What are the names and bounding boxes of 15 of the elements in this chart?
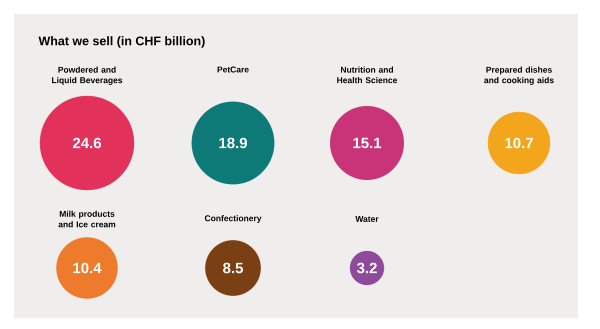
data-label: 18.9 [219,138,247,148]
data-label: 8.5 [223,262,243,274]
category-label: Nutrition and Health Science [337,66,398,84]
category-label: PetCare [218,66,249,73]
data-label: 3.2 [356,262,377,274]
category-label: Prepared dishes and cooking aids [484,66,554,85]
data-label: 10.7 [505,138,533,148]
text: What we sell (in CHF billion) [38,36,205,48]
data-label: 24.6 [72,138,101,148]
category-label: Water [355,216,378,222]
data-label: 15.1 [353,138,382,148]
data-label: 10.4 [73,262,102,274]
category-label: Confectionery [204,215,262,223]
category-label: Powdered and Liquid Beverages [52,66,122,85]
category-label: Milk products and Ice cream [58,210,116,228]
